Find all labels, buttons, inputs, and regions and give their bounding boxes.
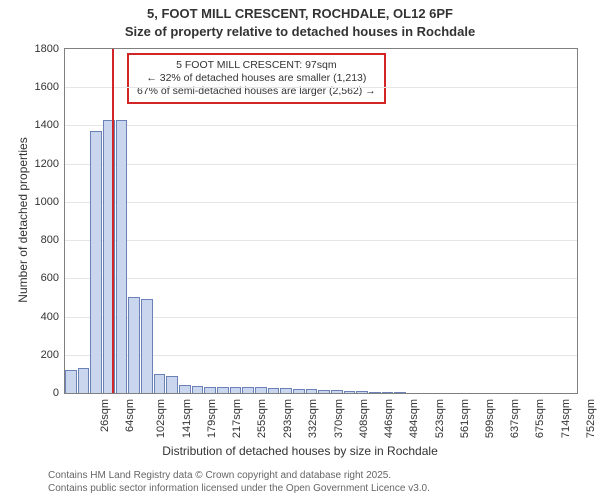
ytick-label: 1800 — [35, 43, 65, 55]
xtick-label: 561sqm — [459, 393, 471, 438]
gridline — [65, 87, 577, 88]
gridline — [65, 240, 577, 241]
histogram-bar — [318, 390, 330, 393]
histogram-bar — [65, 370, 77, 393]
xtick-label: 714sqm — [560, 393, 572, 438]
xtick-label: 26sqm — [99, 393, 111, 432]
xtick-label: 484sqm — [408, 393, 420, 438]
histogram-bar — [268, 388, 280, 393]
gridline — [65, 278, 577, 279]
chart-title-line2: Size of property relative to detached ho… — [0, 24, 600, 39]
ytick-label: 1600 — [35, 81, 65, 93]
xtick-label: 293sqm — [282, 393, 294, 438]
histogram-bar — [116, 120, 128, 393]
histogram-bar — [331, 390, 343, 393]
xtick-label: 64sqm — [124, 393, 136, 432]
histogram-bar — [141, 299, 153, 393]
plot-area: 5 FOOT MILL CRESCENT: 97sqm← 32% of deta… — [64, 48, 578, 394]
histogram-bar — [382, 392, 394, 393]
xtick-label: 102sqm — [155, 393, 167, 438]
histogram-bar — [179, 385, 191, 393]
chart-title-line1: 5, FOOT MILL CRESCENT, ROCHDALE, OL12 6P… — [0, 6, 600, 21]
histogram-bar — [78, 368, 90, 393]
annotation-box: 5 FOOT MILL CRESCENT: 97sqm← 32% of deta… — [127, 53, 386, 104]
y-axis-label: Number of detached properties — [16, 120, 30, 320]
xtick-label: 217sqm — [231, 393, 243, 438]
histogram-bar — [217, 387, 229, 393]
xtick-label: 255sqm — [257, 393, 269, 438]
xtick-label: 599sqm — [484, 393, 496, 438]
xtick-label: 752sqm — [585, 393, 597, 438]
footer-line-2: Contains public sector information licen… — [48, 483, 430, 496]
ytick-label: 600 — [41, 272, 65, 284]
ytick-label: 1000 — [35, 196, 65, 208]
xtick-label: 675sqm — [534, 393, 546, 438]
xtick-label: 408sqm — [358, 393, 370, 438]
annotation-line-1: 5 FOOT MILL CRESCENT: 97sqm — [137, 59, 376, 72]
histogram-bar — [306, 389, 318, 393]
xtick-label: 370sqm — [333, 393, 345, 438]
histogram-bar — [166, 376, 178, 393]
histogram-bar — [293, 389, 305, 393]
x-axis-label: Distribution of detached houses by size … — [0, 444, 600, 458]
xtick-label: 332sqm — [308, 393, 320, 438]
xtick-label: 523sqm — [434, 393, 446, 438]
histogram-bar — [192, 386, 204, 393]
ytick-label: 200 — [41, 349, 65, 361]
histogram-bar — [280, 388, 292, 393]
histogram-bar — [230, 387, 242, 393]
xtick-label: 446sqm — [383, 393, 395, 438]
xtick-label: 637sqm — [509, 393, 521, 438]
histogram-bar — [356, 391, 368, 393]
annotation-line-2: ← 32% of detached houses are smaller (1,… — [137, 72, 376, 85]
histogram-bar — [369, 392, 381, 393]
gridline — [65, 125, 577, 126]
ytick-label: 1200 — [35, 158, 65, 170]
xtick-label: 141sqm — [181, 393, 193, 438]
gridline — [65, 202, 577, 203]
histogram-bar — [394, 392, 406, 393]
gridline — [65, 164, 577, 165]
histogram-bar — [128, 297, 140, 393]
histogram-bar — [90, 131, 102, 393]
histogram-bar — [154, 374, 166, 393]
histogram-bar — [204, 387, 216, 393]
histogram-bar — [242, 387, 254, 393]
ytick-label: 800 — [41, 234, 65, 246]
ytick-label: 1400 — [35, 119, 65, 131]
chart-container: { "title": { "line1": "5, FOOT MILL CRES… — [0, 0, 600, 500]
footer-line-1: Contains HM Land Registry data © Crown c… — [48, 470, 430, 483]
histogram-bar — [255, 387, 267, 393]
ytick-label: 0 — [53, 387, 65, 399]
histogram-bar — [344, 391, 356, 393]
footer-attribution: Contains HM Land Registry data © Crown c… — [48, 470, 430, 495]
ytick-label: 400 — [41, 311, 65, 323]
xtick-label: 179sqm — [206, 393, 218, 438]
property-marker-line — [112, 49, 114, 393]
